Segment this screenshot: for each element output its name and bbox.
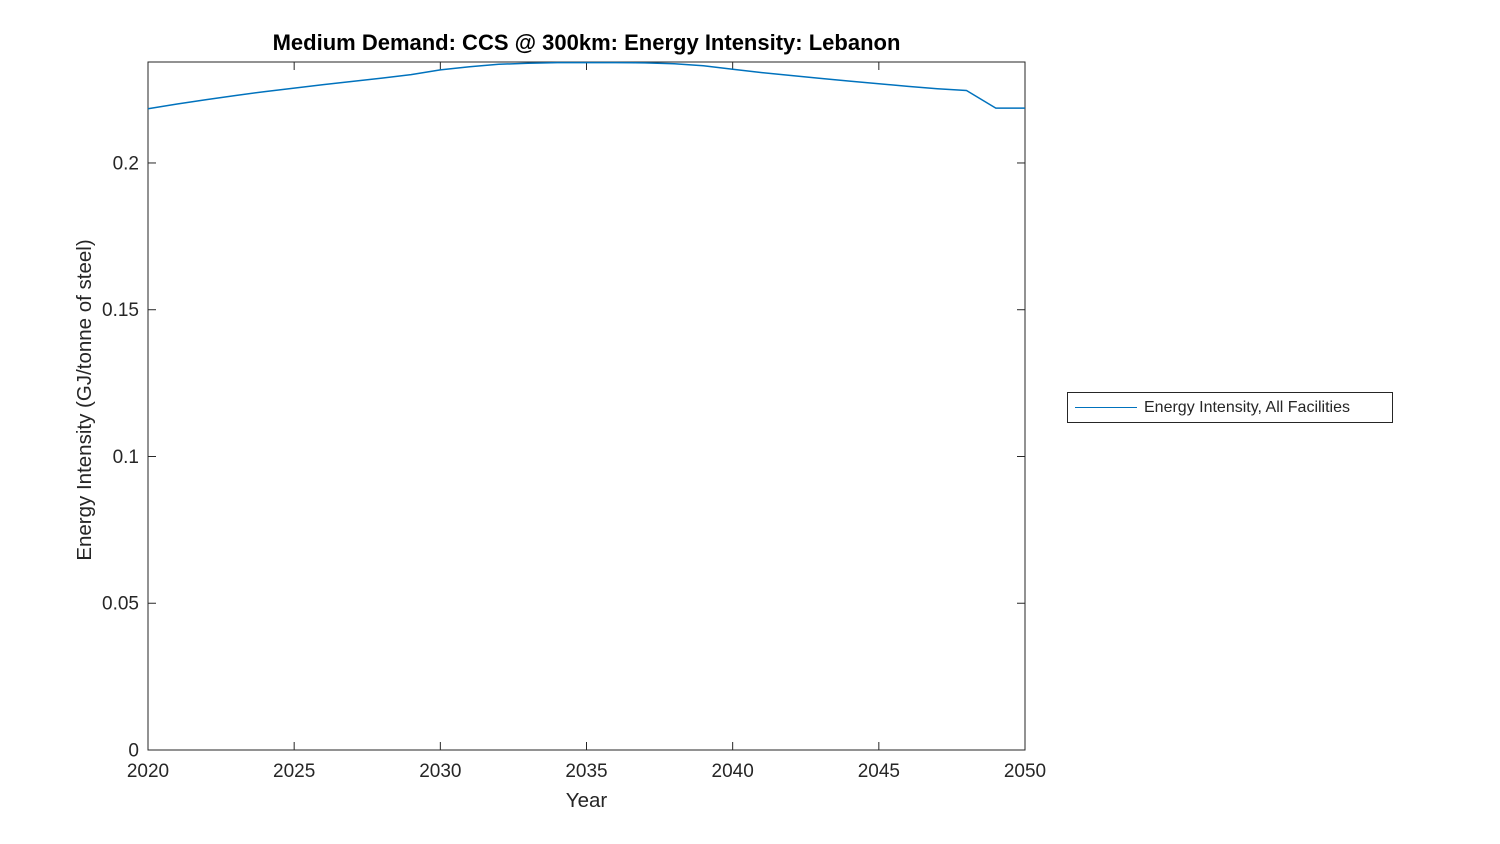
x-tick-label: 2030	[419, 761, 461, 782]
chart-title: Medium Demand: CCS @ 300km: Energy Inten…	[272, 30, 901, 55]
x-tick-label: 2045	[858, 761, 900, 782]
legend-box: Energy Intensity, All Facilities	[1067, 392, 1393, 423]
y-tick-label: 0.05	[102, 594, 139, 615]
x-tick-label: 2040	[712, 761, 754, 782]
x-tick-label: 2035	[565, 761, 607, 782]
x-axis-label: Year	[565, 789, 608, 812]
y-tick-label: 0.1	[113, 447, 139, 468]
legend-line-sample	[1075, 406, 1137, 409]
y-tick-label: 0	[128, 741, 139, 762]
legend-entry-label: Energy Intensity, All Facilities	[1144, 398, 1351, 416]
y-tick-label: 0.15	[102, 300, 139, 321]
axes-frame	[147, 61, 1026, 751]
x-tick-label: 2050	[1004, 761, 1046, 782]
y-tick-label: 0.2	[113, 153, 139, 174]
x-tick-label: 2025	[273, 761, 315, 782]
x-tick-label: 2020	[127, 761, 169, 782]
series-line-energy-intensity	[147, 61, 1025, 110]
